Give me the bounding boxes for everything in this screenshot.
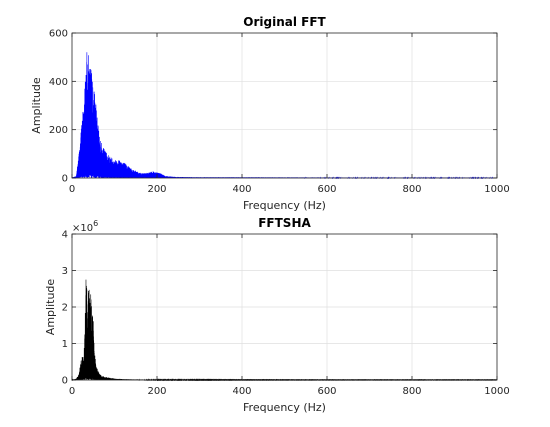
x-tick-label: 0	[69, 386, 75, 397]
plot-area	[72, 33, 497, 178]
x-tick-label: 400	[232, 386, 251, 397]
y-tick-label: 4	[62, 230, 68, 241]
grid	[72, 33, 497, 178]
chart-title: FFTSHA	[258, 216, 311, 230]
x-tick-label: 400	[232, 184, 251, 195]
y-tick-label: 200	[49, 125, 68, 136]
y-tick-label: 400	[49, 77, 68, 88]
ticks: 0 200 400 600 800 1000 0 200 400 600	[49, 29, 510, 196]
y-exponent-base: ×10	[72, 223, 93, 234]
x-tick-label: 800	[402, 184, 421, 195]
x-tick-label: 1000	[484, 386, 509, 397]
x-axis-label: Frequency (Hz)	[243, 199, 326, 212]
fftsha-axes: 0 200 400 600 800 1000 0 1 2 3 4 FFTSHA ×106 Frequ…	[44, 216, 510, 414]
x-tick-label: 600	[317, 386, 336, 397]
x-tick-label: 600	[317, 184, 336, 195]
y-tick-label: 2	[62, 303, 68, 314]
x-tick-label: 200	[147, 386, 166, 397]
y-axis-label: Amplitude	[30, 77, 43, 134]
x-axis-label: Frequency (Hz)	[243, 401, 326, 414]
grid	[72, 234, 497, 380]
y-axis-label: Amplitude	[44, 279, 57, 336]
y-tick-label: 3	[62, 266, 68, 277]
x-tick-label: 1000	[484, 184, 509, 195]
x-tick-label: 200	[147, 184, 166, 195]
y-exponent-power: 6	[93, 219, 98, 228]
original-fft-axes: 0 200 400 600 800 1000 0 200 400 600 Original FFT…	[30, 15, 510, 212]
y-tick-label: 0	[62, 376, 68, 387]
y-tick-label: 1	[62, 339, 68, 350]
axes-frame	[71, 32, 498, 179]
y-tick-label: 600	[49, 29, 68, 40]
x-tick-label: 0	[69, 184, 75, 195]
chart-title: Original FFT	[243, 15, 326, 29]
x-tick-label: 800	[402, 386, 421, 397]
ticks: 0 200 400 600 800 1000 0 1 2 3 4	[62, 230, 510, 398]
y-tick-label: 0	[62, 174, 68, 185]
y-exponent-label: ×106	[72, 219, 98, 234]
